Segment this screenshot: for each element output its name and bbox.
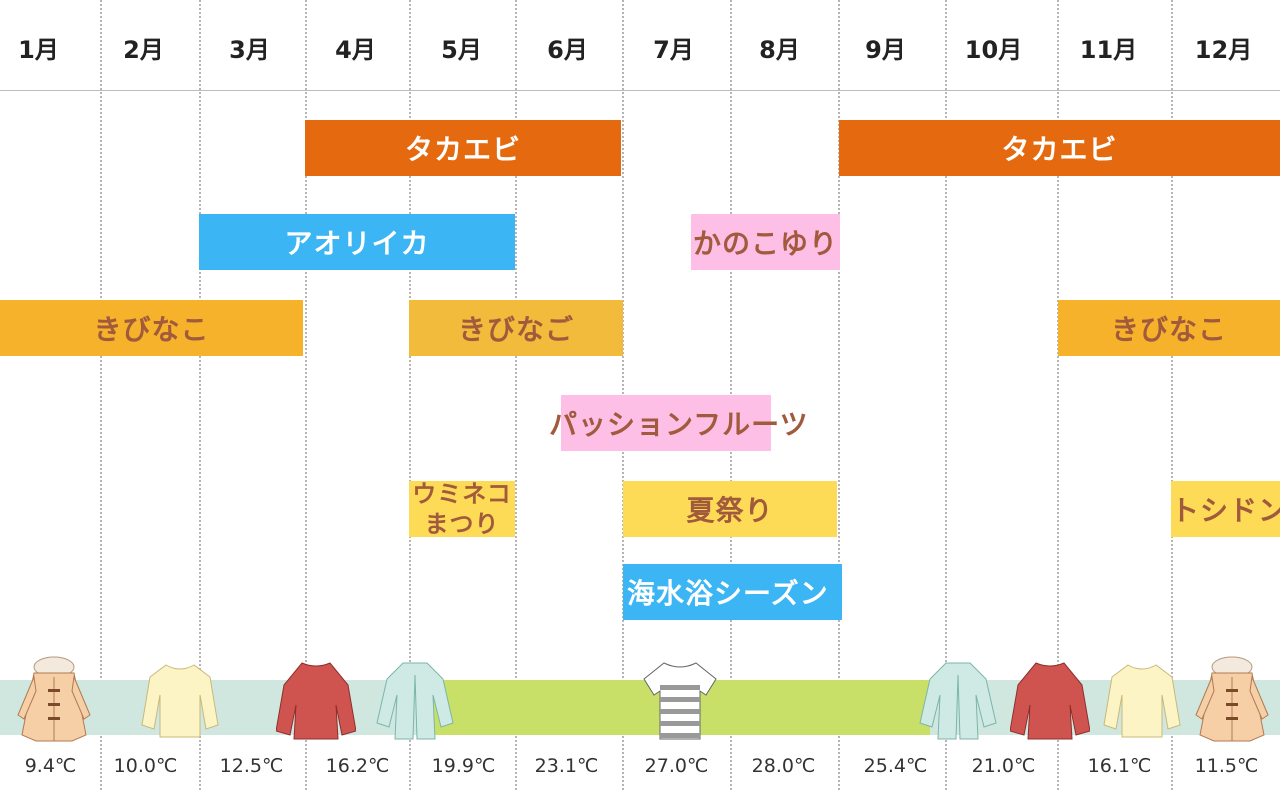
month-label-feb: 2月 <box>123 36 164 64</box>
column-divider <box>409 0 411 790</box>
column-divider <box>305 0 307 790</box>
temperature-nov: 16.1℃ <box>1087 755 1152 777</box>
temperature-jun: 23.1℃ <box>534 755 599 777</box>
event-bar-takaebi-autumn: タカエビ <box>839 120 1280 176</box>
temperature-apr: 16.2℃ <box>325 755 390 777</box>
month-label-may: 5月 <box>441 36 482 64</box>
month-label-mar: 3月 <box>229 36 270 64</box>
t-shirt-icon <box>643 662 717 740</box>
column-divider <box>100 0 102 790</box>
month-label-dec: 12月 <box>1194 36 1253 64</box>
umineko-label-line1: ウミネコ <box>412 481 512 508</box>
temperature-dec: 11.5℃ <box>1194 755 1259 777</box>
event-bar-takaebi-spring: タカエビ <box>305 120 621 176</box>
column-divider <box>515 0 517 790</box>
month-label-nov: 11月 <box>1079 36 1138 64</box>
temperature-mar: 12.5℃ <box>219 755 284 777</box>
temperature-jul: 27.0℃ <box>644 755 709 777</box>
event-bar-kibinago-winter: きびなこ <box>0 300 303 356</box>
temperature-aug: 28.0℃ <box>751 755 816 777</box>
column-divider <box>199 0 201 790</box>
column-divider <box>1171 0 1173 790</box>
cardigan-icon <box>376 662 454 740</box>
temperature-oct: 21.0℃ <box>971 755 1036 777</box>
temperature-jan: 9.4℃ <box>24 755 77 777</box>
temperature-sep: 25.4℃ <box>863 755 928 777</box>
event-bar-kibinago-spring: きびなご <box>409 300 623 356</box>
column-divider <box>838 0 840 790</box>
header-divider <box>0 90 1280 91</box>
event-bar-aoriika: アオリイカ <box>199 214 515 270</box>
sweater-icon <box>141 664 219 738</box>
event-bar-kibinago-late: きびなこ <box>1058 300 1280 356</box>
cardigan-icon <box>919 662 997 740</box>
duffle-coat-icon <box>1195 656 1269 742</box>
event-bar-toshidon: トシドン <box>1171 481 1280 537</box>
column-divider <box>945 0 947 790</box>
event-bar-natsumatsuri: 夏祭り <box>623 481 837 537</box>
month-label-aug: 8月 <box>759 36 800 64</box>
jacket-icon <box>276 662 356 740</box>
month-label-apr: 4月 <box>335 36 376 64</box>
duffle-coat-icon <box>17 656 91 742</box>
month-label-sep: 9月 <box>865 36 906 64</box>
event-bar-kanokoyuri: かのこゆり <box>691 214 840 270</box>
month-label-jan: 1月 <box>18 36 59 64</box>
jacket-icon <box>1010 662 1090 740</box>
month-label-oct: 10月 <box>964 36 1023 64</box>
passion-fruit-label: パッションフルーツ <box>549 408 809 441</box>
umineko-label-line2: まつり <box>424 510 500 537</box>
temperature-feb: 10.0℃ <box>113 755 178 777</box>
temperature-may: 19.9℃ <box>431 755 496 777</box>
column-divider <box>1057 0 1059 790</box>
event-bar-passion-fruit: パッションフルーツ <box>549 395 808 451</box>
event-bar-umineko-matsuri: ウミネコ まつり <box>409 481 515 537</box>
sweater-icon <box>1103 664 1181 738</box>
month-label-jun: 6月 <box>547 36 588 64</box>
month-label-jul: 7月 <box>653 36 694 64</box>
event-bar-kaisuiyoku: 海水浴シーズン <box>623 564 842 620</box>
